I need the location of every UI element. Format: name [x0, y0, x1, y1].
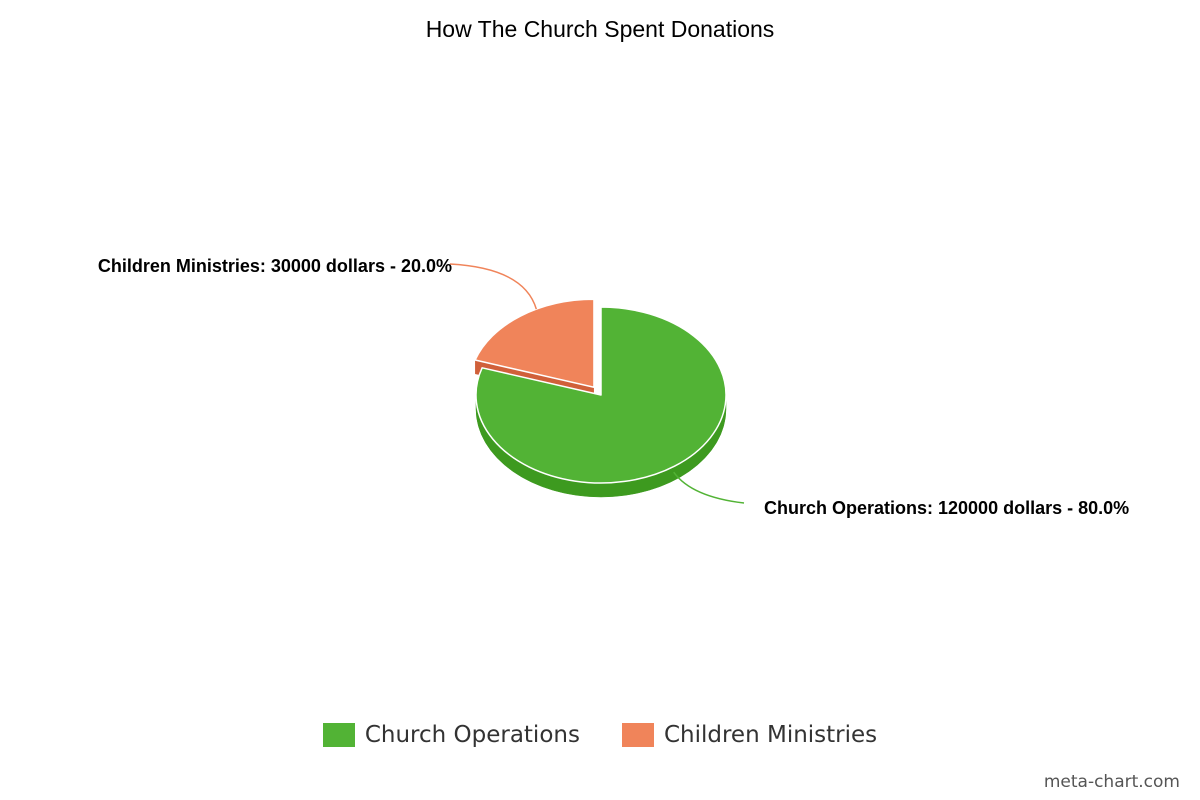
legend-item-church-operations[interactable]: Church Operations — [322, 722, 580, 748]
credit-link[interactable]: meta-chart.com — [1043, 772, 1180, 792]
leader-line-church-operations — [673, 471, 745, 504]
legend-label: Children Ministries — [663, 722, 878, 748]
legend-swatch — [621, 723, 654, 747]
legend-item-children-ministries[interactable]: Children Ministries — [621, 722, 878, 748]
leader-line-children-ministries — [449, 263, 538, 310]
data-label-church-operations: Church Operations: 120000 dollars - 80.0… — [764, 498, 1129, 518]
slice-children-ministries[interactable] — [474, 298, 595, 388]
legend-label: Church Operations — [364, 722, 580, 748]
chart-title: How The Church Spent Donations — [425, 16, 775, 42]
slice-church-operations[interactable] — [475, 306, 727, 484]
data-label-children-ministries: Children Ministries: 30000 dollars - 20.… — [98, 256, 452, 276]
legend: Church Operations Children Ministries — [0, 722, 1200, 748]
legend-swatch — [322, 723, 355, 747]
